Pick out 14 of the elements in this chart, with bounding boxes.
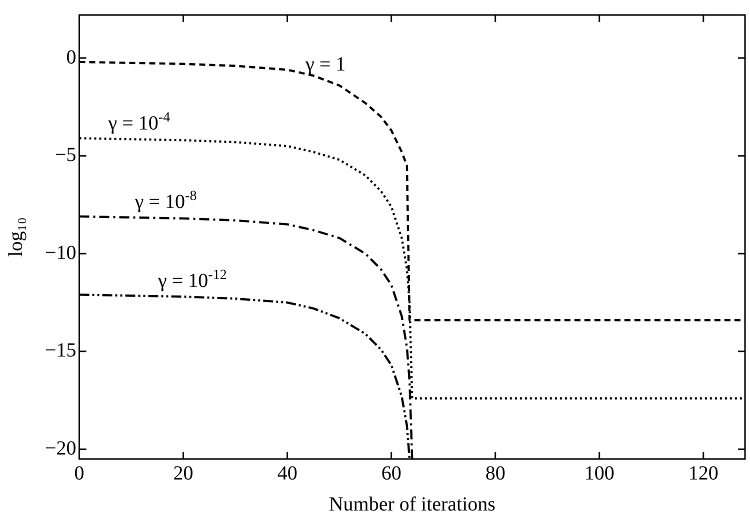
x-tick-label: 60: [381, 462, 402, 484]
x-tick-label: 80: [485, 462, 506, 484]
y-tick-label: −15: [45, 340, 76, 362]
x-tick-label: 40: [277, 462, 298, 484]
y-tick-label: −10: [45, 242, 76, 264]
x-tick-label: 120: [688, 462, 718, 484]
x-tick-label: 20: [173, 462, 194, 484]
y-tick-label: −20: [45, 437, 76, 460]
y-tick-label: −5: [55, 144, 76, 166]
x-tick-label: 100: [584, 462, 614, 484]
series-label: γ = 1: [304, 53, 346, 76]
x-axis-title: Number of iterations: [328, 493, 496, 516]
y-tick-label: 0: [66, 46, 76, 68]
y-axis-title: log₁₀: [5, 217, 27, 257]
